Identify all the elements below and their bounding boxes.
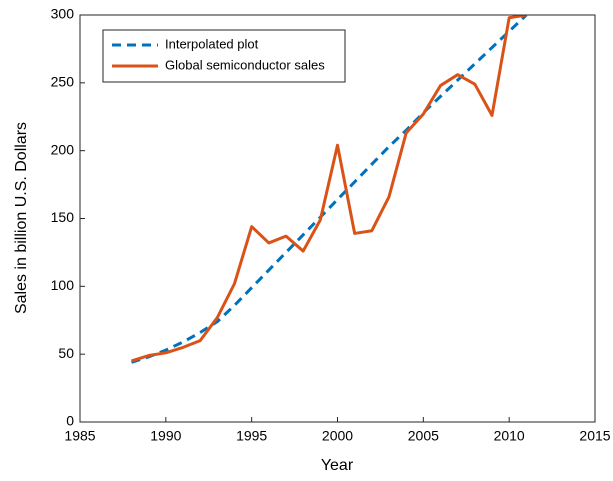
y-axis-label: Sales in billion U.S. Dollars: [13, 122, 30, 314]
y-tick-label: 50: [58, 345, 74, 361]
y-tick-label: 100: [51, 277, 75, 293]
x-axis-label: Year: [321, 457, 354, 474]
y-tick-label: 0: [66, 413, 74, 429]
y-tick-label: 150: [51, 209, 75, 225]
y-tick-label: 250: [51, 74, 75, 90]
x-tick-label: 2005: [408, 428, 439, 444]
x-tick-label: 2010: [494, 428, 525, 444]
y-tick-label: 200: [51, 141, 75, 157]
legend-label: Interpolated plot: [165, 36, 259, 51]
series-line: [131, 15, 527, 363]
y-tick-label: 300: [51, 6, 75, 22]
legend-box: [102, 29, 346, 83]
x-tick-label: 1985: [64, 428, 95, 444]
x-tick-label: 2015: [579, 428, 610, 444]
x-tick-label: 1990: [150, 428, 181, 444]
x-tick-label: 2000: [322, 428, 353, 444]
legend-label: Global semiconductor sales: [165, 57, 325, 72]
x-tick-label: 1995: [236, 428, 267, 444]
